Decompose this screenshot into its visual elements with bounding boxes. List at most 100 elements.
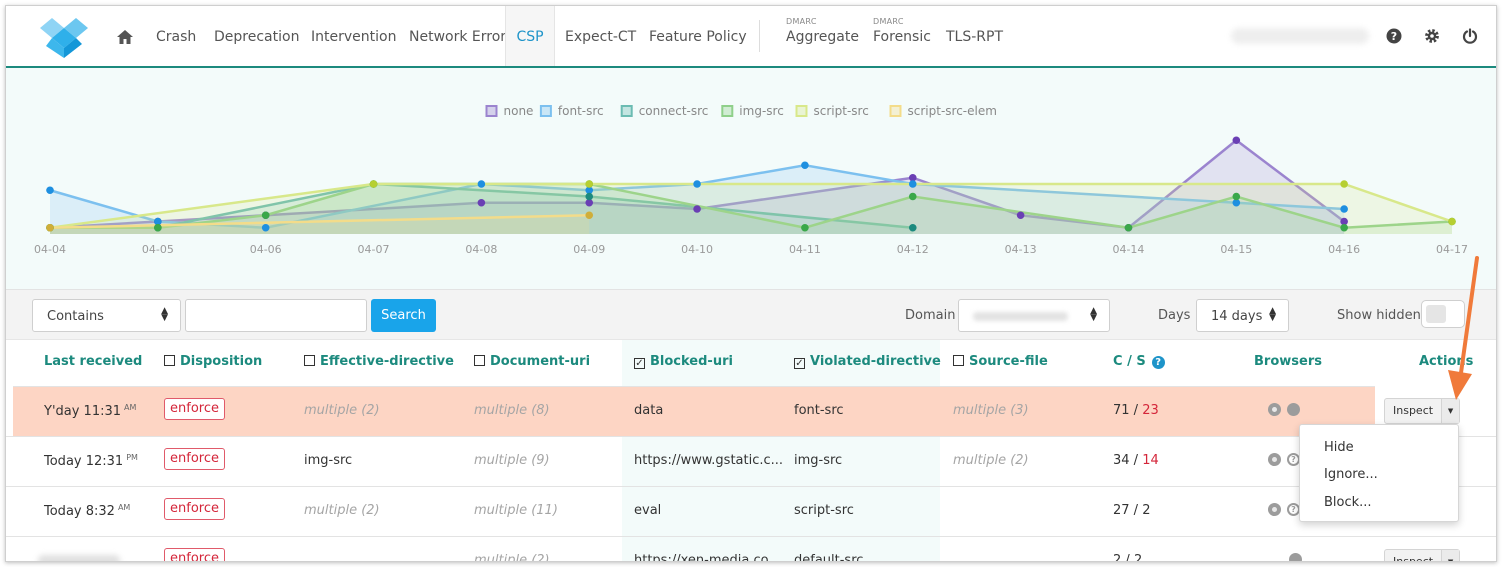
data-point[interactable] xyxy=(585,211,594,220)
header-label: Source-file xyxy=(969,354,1048,369)
nav-network-error[interactable]: Network Error xyxy=(409,29,507,45)
help-icon[interactable]: ? xyxy=(1151,356,1165,369)
data-point[interactable] xyxy=(1016,211,1025,220)
data-point[interactable] xyxy=(585,192,594,201)
nav-intervention[interactable]: Intervention xyxy=(311,29,397,45)
data-point[interactable] xyxy=(801,223,809,232)
nav-dmarc-label: DMARC xyxy=(873,17,904,26)
data-point[interactable] xyxy=(908,173,917,182)
data-point[interactable] xyxy=(1232,198,1241,207)
data-point[interactable] xyxy=(1232,192,1241,201)
account-email[interactable] xyxy=(1231,28,1369,44)
dropdown-toggle-icon[interactable]: ▼ xyxy=(1441,550,1460,561)
data-point[interactable] xyxy=(261,223,270,232)
legend-item[interactable]: font-src xyxy=(539,104,604,118)
data-point[interactable] xyxy=(46,223,54,232)
data-point[interactable] xyxy=(1448,217,1456,226)
data-point[interactable] xyxy=(693,180,701,188)
inspect-button[interactable]: Inspect xyxy=(1393,404,1434,417)
data-point[interactable] xyxy=(154,217,162,226)
header-violated-directive[interactable]: ✓ Violated-directive xyxy=(794,354,941,369)
legend-item[interactable]: none xyxy=(485,104,534,118)
header-cs[interactable]: C / S? xyxy=(1113,354,1165,369)
data-point[interactable] xyxy=(801,161,809,170)
legend-item[interactable]: img-src xyxy=(721,104,784,118)
data-point[interactable] xyxy=(693,205,701,213)
header-browsers: Browsers xyxy=(1254,354,1322,369)
legend-item[interactable]: connect-src xyxy=(620,104,709,118)
domain-blurred xyxy=(973,312,1068,321)
legend-swatch xyxy=(721,105,734,117)
count-s: 2 xyxy=(1142,503,1151,518)
legend-item[interactable]: script-src xyxy=(795,104,869,118)
data-point[interactable] xyxy=(477,180,486,188)
header-blocked-uri[interactable]: ✓ Blocked-uri xyxy=(634,354,733,369)
cell-source: multiple (3) xyxy=(953,403,1029,418)
dropdown-toggle-icon[interactable]: ▼ xyxy=(1441,399,1460,423)
data-point[interactable] xyxy=(1340,205,1348,213)
days-select[interactable]: 14 days ▲ ▼ xyxy=(1196,299,1289,332)
legend-item[interactable]: script-src-elem xyxy=(889,104,997,118)
data-point[interactable] xyxy=(1340,217,1348,226)
data-point[interactable] xyxy=(908,180,917,188)
home-icon[interactable] xyxy=(116,28,134,46)
data-point[interactable] xyxy=(1232,136,1241,145)
power-icon[interactable] xyxy=(1462,28,1478,44)
data-point[interactable] xyxy=(585,180,594,188)
data-point[interactable] xyxy=(369,180,378,188)
header-effective-directive[interactable]: Effective-directive xyxy=(304,354,454,369)
nav-deprecation[interactable]: Deprecation xyxy=(214,29,300,45)
header-source-file[interactable]: Source-file xyxy=(953,354,1048,369)
header-disposition[interactable]: Disposition xyxy=(164,354,262,369)
inspect-split-button[interactable]: Inspect ▼ xyxy=(1384,398,1461,424)
nav-crash[interactable]: Crash xyxy=(156,29,197,45)
data-point[interactable] xyxy=(908,192,917,201)
gear-icon[interactable] xyxy=(1424,28,1440,44)
menu-item-block[interactable]: Block... xyxy=(1324,495,1372,510)
table-row[interactable]: enforce multiple (2) https://xen-media.c… xyxy=(6,536,1496,562)
nav-tls-rpt[interactable]: TLS-RPT xyxy=(946,29,1004,45)
column-checkbox[interactable] xyxy=(304,355,315,366)
help-icon[interactable]: ? xyxy=(1386,28,1402,44)
cell-effective: multiple (2) xyxy=(304,503,380,518)
table-row[interactable]: Today 8:32 AM enforce multiple (2) multip… xyxy=(6,486,1496,536)
data-point[interactable] xyxy=(585,198,594,207)
app-logo[interactable] xyxy=(40,12,90,60)
table-row[interactable]: Today 12:31 PM enforce img-src multiple (… xyxy=(6,436,1496,486)
time-value: Y'day 11:31 xyxy=(44,404,122,419)
menu-item-hide[interactable]: Hide xyxy=(1324,440,1354,455)
data-point[interactable] xyxy=(261,211,270,220)
nav-expect-ct[interactable]: Expect-CT xyxy=(565,29,637,45)
inspect-button[interactable]: Inspect xyxy=(1393,555,1434,562)
column-checkbox[interactable] xyxy=(164,355,175,366)
header-last-received[interactable]: Last received xyxy=(44,354,143,369)
header-document-uri[interactable]: Document-uri xyxy=(474,354,590,369)
menu-item-ignore[interactable]: Ignore... xyxy=(1324,467,1378,482)
search-button[interactable]: Search xyxy=(371,299,436,332)
data-point[interactable] xyxy=(46,186,54,195)
data-point[interactable] xyxy=(585,186,594,195)
data-point[interactable] xyxy=(1340,223,1348,232)
inspect-split-button[interactable]: Inspect ▼ xyxy=(1384,549,1461,562)
domain-select[interactable]: ▲ ▼ xyxy=(958,299,1110,332)
column-checkbox[interactable] xyxy=(474,355,485,366)
sort-caret-icon: ▲ ▼ xyxy=(1269,306,1276,323)
match-mode-select[interactable]: Contains ▲ ▼ xyxy=(32,299,181,332)
cell-cs: 27 / 2 xyxy=(1113,503,1151,518)
data-point[interactable] xyxy=(1340,180,1348,188)
data-point[interactable] xyxy=(477,198,486,207)
show-hidden-toggle[interactable] xyxy=(1421,300,1465,328)
search-input[interactable] xyxy=(185,299,367,332)
data-point[interactable] xyxy=(908,223,917,232)
column-checkbox-checked[interactable]: ✓ xyxy=(634,358,645,369)
nav-dmarc-aggregate[interactable]: Aggregate xyxy=(786,29,859,45)
table-row[interactable]: Y'day 11:31 AM enforce multiple (2) multi… xyxy=(13,386,1375,436)
top-nav: Crash Deprecation Intervention Network E… xyxy=(6,6,1496,68)
column-checkbox-checked[interactable]: ✓ xyxy=(794,358,805,369)
nav-feature-policy[interactable]: Feature Policy xyxy=(649,29,747,45)
nav-csp[interactable]: CSP xyxy=(505,6,555,66)
data-point[interactable] xyxy=(1124,223,1133,232)
nav-dmarc-forensic[interactable]: Forensic xyxy=(873,29,931,45)
column-checkbox[interactable] xyxy=(953,355,964,366)
data-point[interactable] xyxy=(154,223,162,232)
